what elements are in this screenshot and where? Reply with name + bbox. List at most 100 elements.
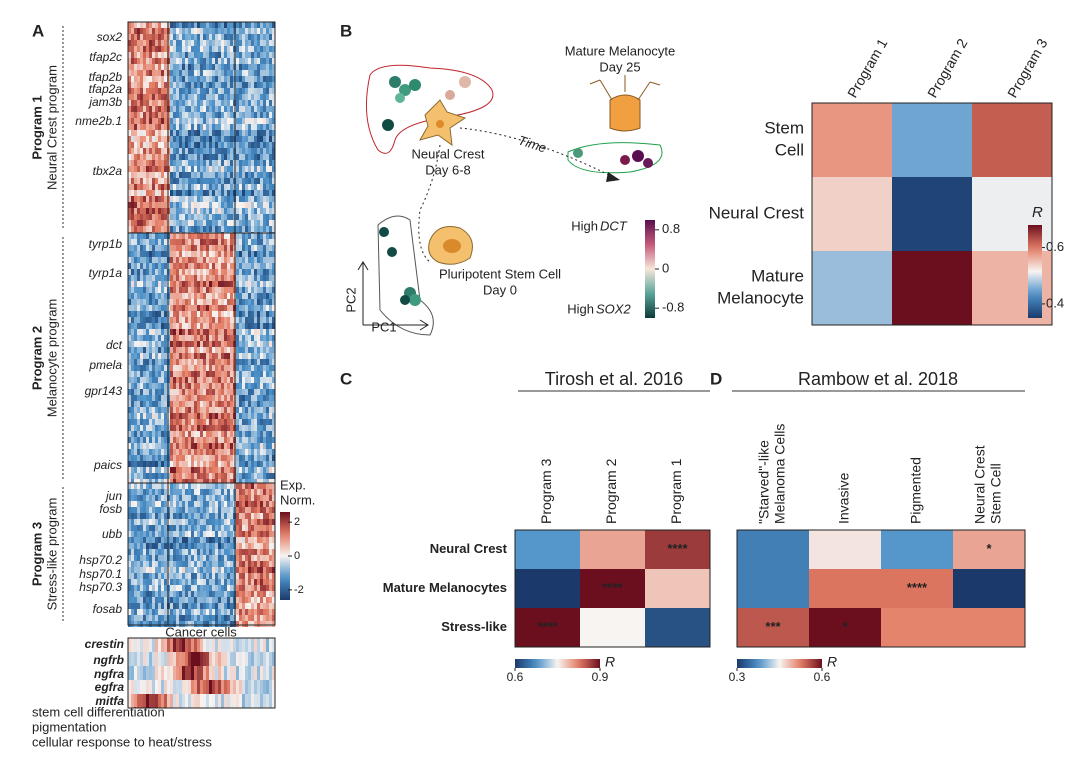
heatmap-a-cell: [200, 142, 203, 148]
heatmap-a-cell: [263, 64, 266, 70]
heatmap-a-cell: [134, 585, 137, 591]
heatmap-a-cell: [164, 148, 167, 154]
heatmap-a-cell: [146, 467, 149, 473]
heatmap-a-cell: [224, 82, 227, 88]
heatmap-a-cell: [206, 106, 209, 112]
heatmap-a-cell: [236, 467, 239, 473]
heatmap-a-cell: [218, 507, 221, 513]
heatmap-a-cell: [197, 341, 200, 347]
heatmap-a-cell: [206, 359, 209, 365]
heatmap-a-cell: [188, 483, 191, 489]
heatmap-a-cell: [242, 172, 245, 178]
heatmap-a-cell: [245, 549, 248, 555]
heatmap-a-cell: [131, 293, 134, 299]
heatmap-a-cell: [143, 395, 146, 401]
heatmap-a-cell: [152, 473, 155, 479]
heatmap-a-cell: [224, 377, 227, 383]
heatmap-a-cell: [137, 239, 140, 245]
heatmap-a-cell: [212, 543, 215, 549]
heatmap-a-cell: [131, 401, 134, 407]
heatmap-a-cell: [218, 22, 221, 28]
heatmap-a-cell: [260, 449, 263, 455]
heatmap-a-cell: [137, 124, 140, 130]
heatmap-a-cell: [164, 489, 167, 495]
heatmap-a-cell: [236, 323, 239, 329]
heatmap-a-cell: [164, 233, 167, 239]
heatmap-a-cell: [137, 100, 140, 106]
heatmap-a-cell: [218, 52, 221, 58]
heatmap-a-cell: [158, 389, 161, 395]
heatmap-a-cell: [203, 166, 206, 172]
heatmap-a-cell: [173, 621, 176, 627]
heatmap-a-cell: [140, 365, 143, 371]
heatmap-a-cell: [170, 389, 173, 395]
heatmap-a-cell: [191, 208, 194, 214]
heatmap-a-cell: [143, 166, 146, 172]
heatmap-a-cell: [221, 531, 224, 537]
heatmap-a-cell: [137, 172, 140, 178]
heatmap-a-cell: [260, 287, 263, 293]
heatmap-a-cell: [146, 549, 149, 555]
heatmap-a-cell: [203, 214, 206, 220]
heatmap-a-cell: [209, 437, 212, 443]
heatmap-a-cell: [191, 425, 194, 431]
heatmap-a-cell: [242, 371, 245, 377]
heatmap-a-cell: [242, 52, 245, 58]
heatmap-a-cell: [227, 251, 230, 257]
heatmap-a-cell: [218, 148, 221, 154]
heatmap-a-cell: [191, 154, 194, 160]
heatmap-a-cell: [224, 413, 227, 419]
heatmap-a-cell: [188, 305, 191, 311]
heatmap-a-cell: [191, 263, 194, 269]
heatmap-a-cell: [260, 359, 263, 365]
heatmap-a-cell: [143, 561, 146, 567]
heatmap-a-cell: [161, 383, 164, 389]
heatmap-a-cell: [194, 419, 197, 425]
heatmap-a-cell: [212, 269, 215, 275]
heatmap-a-cell: [203, 184, 206, 190]
heatmap-a-cell: [182, 269, 185, 275]
heatmap-a-cell: [128, 573, 131, 579]
heatmap-a-cell: [158, 317, 161, 323]
heatmap-a-cell: [152, 609, 155, 615]
heatmap-a-cell: [188, 281, 191, 287]
heatmap-a-cell: [164, 513, 167, 519]
heatmap-a-cell: [212, 317, 215, 323]
heatmap-a-cell: [134, 281, 137, 287]
heatmap-a-cell: [242, 615, 245, 621]
heatmap-a-cell: [263, 178, 266, 184]
heatmap-a-cell: [185, 449, 188, 455]
heatmap-a-cell: [236, 40, 239, 46]
heatmap-a-cell: [176, 519, 179, 525]
heatmap-a-cell: [248, 431, 251, 437]
heatmap-a-cell: [194, 603, 197, 609]
heatmap-a-cell: [176, 305, 179, 311]
heatmap-a-cell: [179, 287, 182, 293]
heatmap-a-cell: [215, 58, 218, 64]
heatmap-a-cell: [269, 479, 272, 485]
heatmap-a-cell: [185, 100, 188, 106]
heatmap-a-cell: [137, 389, 140, 395]
heatmap-a-cell: [140, 82, 143, 88]
heatmap-a-cell: [155, 46, 158, 52]
heatmap-a-cell: [194, 100, 197, 106]
heatmap-a-cell: [143, 531, 146, 537]
heatmap-a-cell: [239, 561, 242, 567]
heatmap-a-cell: [206, 202, 209, 208]
heatmap-a-cell: [227, 479, 230, 485]
heatmap-a-cell: [194, 395, 197, 401]
heatmap-a-cell: [155, 178, 158, 184]
heatmap-a-cell: [260, 567, 263, 573]
heatmap-a-cell: [269, 281, 272, 287]
heatmap-a-cell: [269, 184, 272, 190]
heatmap-a-cell: [164, 389, 167, 395]
heatmap-a-cell: [146, 603, 149, 609]
heatmap-a-cell: [179, 208, 182, 214]
heatmap-a-cell: [215, 196, 218, 202]
heatmap-a-cell: [182, 94, 185, 100]
heatmap-a-cell: [134, 88, 137, 94]
heatmap-a-cell: [146, 383, 149, 389]
heatmap-a-cell: [140, 389, 143, 395]
heatmap-a-cell: [185, 58, 188, 64]
heatmap-a-cell: [137, 94, 140, 100]
